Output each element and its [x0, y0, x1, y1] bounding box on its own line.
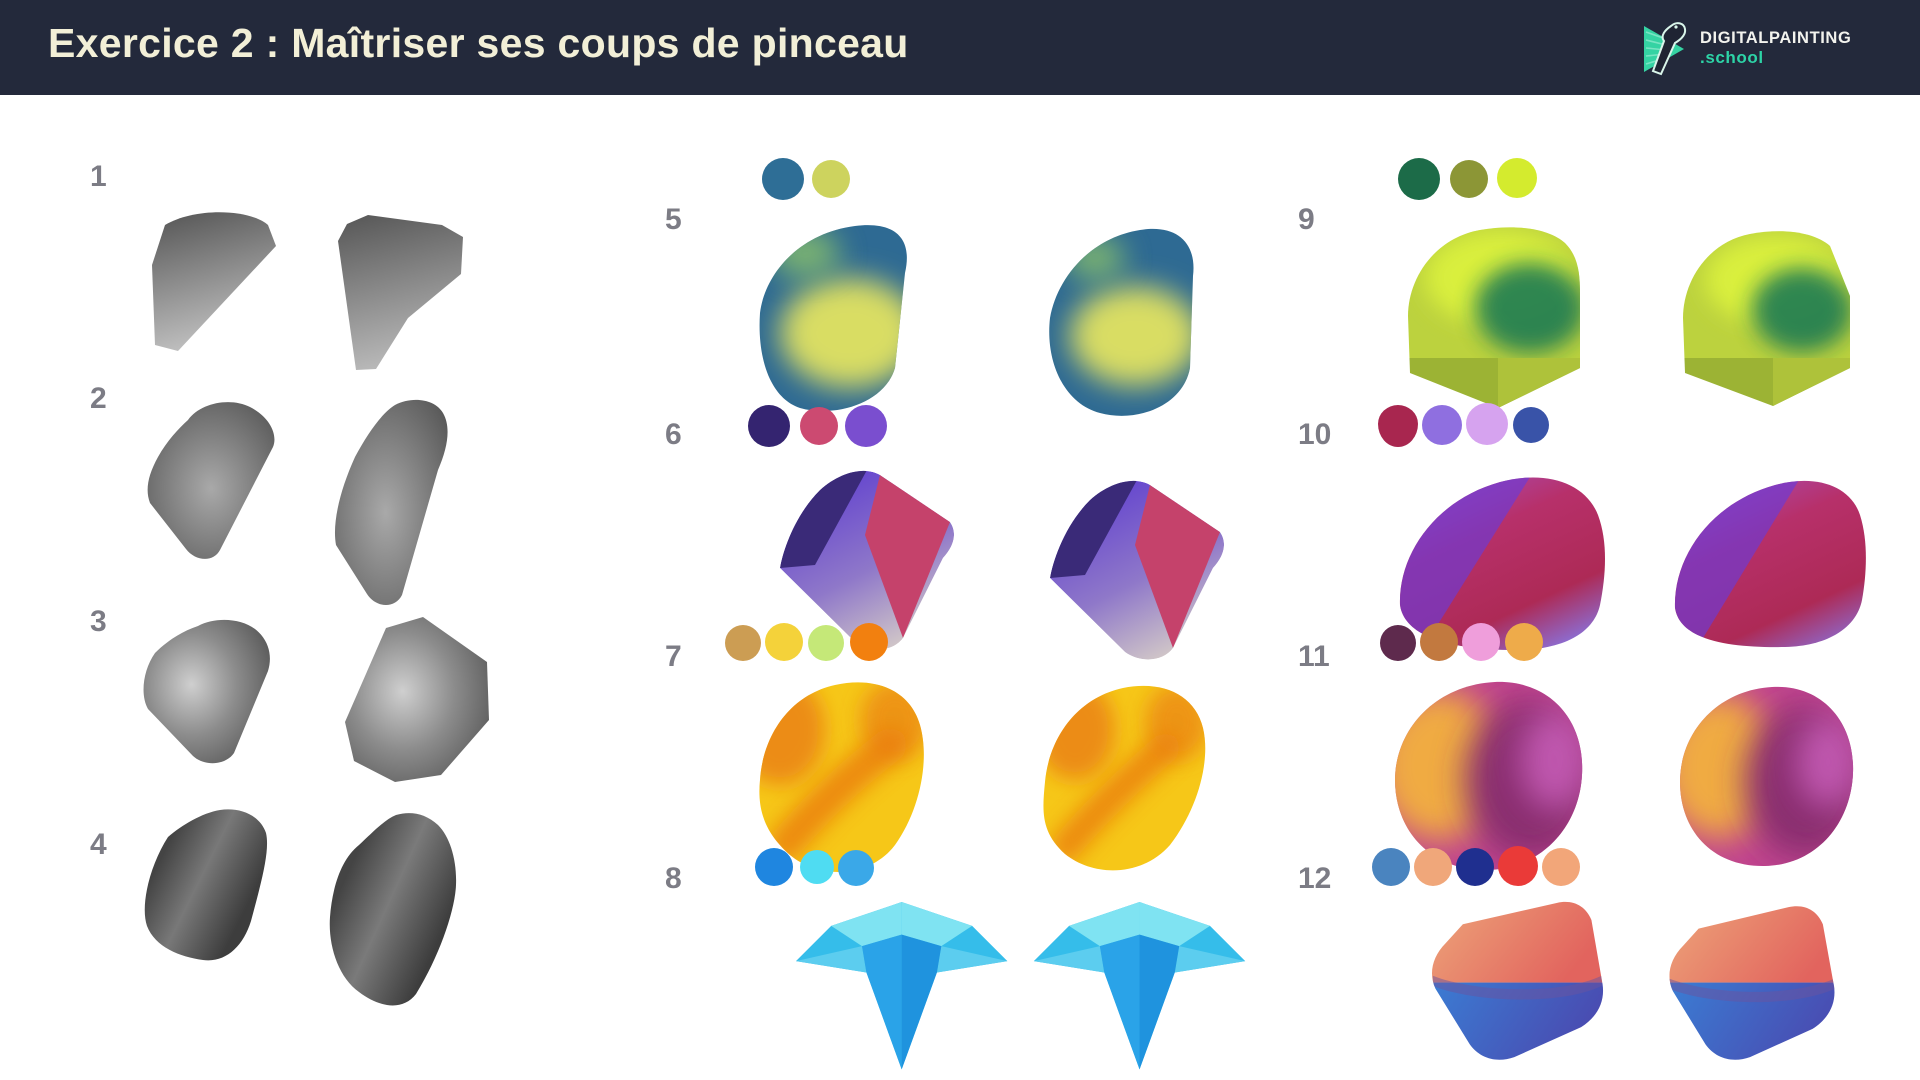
svg-text:DIGITALPAINTING: DIGITALPAINTING	[1700, 29, 1851, 47]
svg-text:.school: .school	[1700, 48, 1764, 67]
